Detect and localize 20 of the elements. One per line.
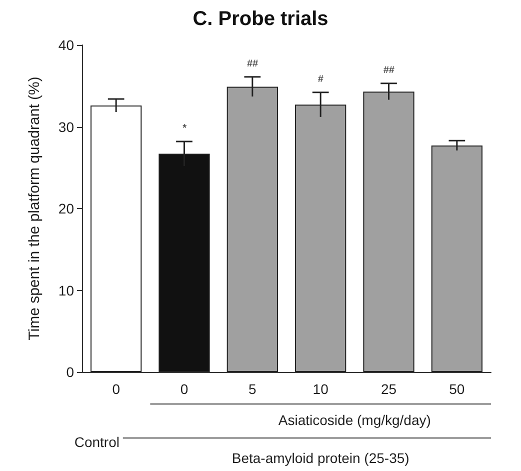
y-tick-label: 30 <box>58 118 74 135</box>
text: Beta-amyloid protein (25-35) <box>232 450 410 466</box>
x-tick-label: 10 <box>312 381 329 397</box>
x-tick-label: 5 <box>248 381 257 397</box>
y-tick-label: 20 <box>58 200 74 216</box>
x-tick-label: 25 <box>380 381 397 397</box>
x-tick-label: 50 <box>449 381 465 397</box>
x-axis-title: Asiaticoside (mg/kg/day) <box>278 412 431 428</box>
data-label: # <box>318 74 324 85</box>
y-tick-label: 10 <box>58 282 74 298</box>
x-tick-label: 0 <box>112 381 120 397</box>
data-label: * <box>182 122 188 134</box>
data-label: ## <box>246 58 258 70</box>
y-axis-title: Time spent in the platform quadrant (%) <box>26 76 43 340</box>
chart-title: C. Probe trials <box>192 8 328 30</box>
text: Control <box>74 434 120 450</box>
y-tick-label: 0 <box>66 364 74 380</box>
y-tick-label: 40 <box>58 37 74 53</box>
data-label: ## <box>383 64 395 76</box>
x-tick-label: 0 <box>180 381 188 397</box>
